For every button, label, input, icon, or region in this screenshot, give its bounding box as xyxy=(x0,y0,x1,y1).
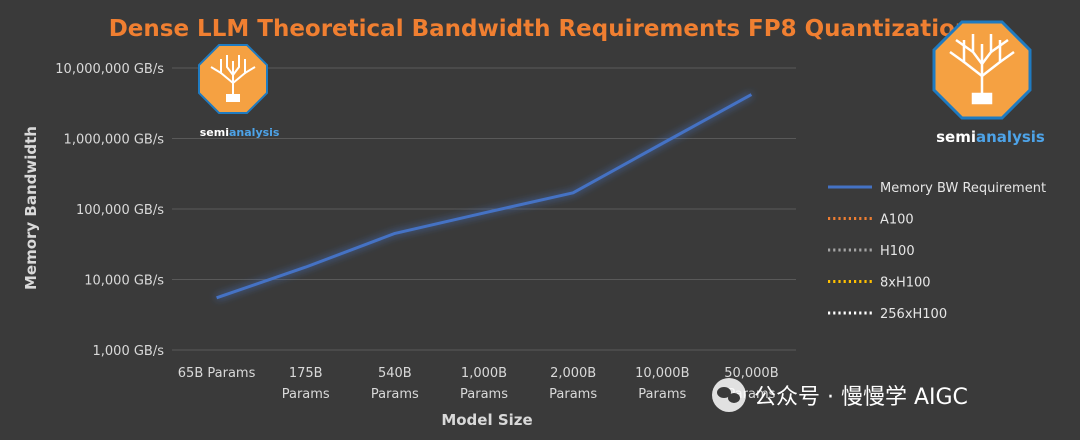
x-axis-title: Model Size xyxy=(441,411,532,429)
logo-large-text-b: analysis xyxy=(976,128,1045,146)
circuit-tree-icon xyxy=(210,55,256,102)
x-tick-label: 65B Params xyxy=(178,366,256,381)
series-line-memory-bw-requirement xyxy=(216,93,753,300)
x-tick-label: 2,000B Params xyxy=(549,366,597,402)
legend-label: Memory BW Requirement xyxy=(880,181,1046,196)
y-axis-ticks: 1,000 GB/s 10,000 GB/s 100,000 GB/s 1,000,0… xyxy=(55,62,164,359)
legend: Memory BW Requirement A100 H100 8xH100 256xH… xyxy=(828,181,1046,322)
legend-label: A100 xyxy=(880,213,914,228)
circuit-tree-icon-large xyxy=(949,34,1015,105)
watermark-text: 公众号 · 慢慢学 AIGC xyxy=(754,385,968,410)
logo-small-text-b: analysis xyxy=(229,126,280,139)
y-tick-label: 10,000 GB/s xyxy=(84,274,164,289)
series-group xyxy=(216,93,753,331)
x-tick-label: 175B Params xyxy=(282,366,330,402)
semianalysis-logo-small: semi analysis xyxy=(198,44,280,139)
y-tick-label: 1,000 GB/s xyxy=(93,344,165,359)
x-axis-ticks: 65B Params 175B Params 540B Params 1,000B Para… xyxy=(178,366,779,402)
logo-small-text-a: semi xyxy=(200,126,229,139)
chart-title: Dense LLM Theoretical Bandwidth Requirem… xyxy=(109,16,972,42)
watermark: 公众号 · 慢慢学 AIGC xyxy=(712,378,968,412)
y-axis-title: Memory Bandwidth xyxy=(22,126,40,290)
y-tick-label: 10,000,000 GB/s xyxy=(55,62,164,77)
legend-label: H100 xyxy=(880,244,915,259)
legend-label: 8xH100 xyxy=(880,276,931,291)
x-tick-label: 1,000B Params xyxy=(460,366,508,402)
y-tick-label: 1,000,000 GB/s xyxy=(64,133,165,148)
grid-lines xyxy=(172,67,796,351)
legend-label: 256xH100 xyxy=(880,307,947,322)
semianalysis-logo-large: semi analysis xyxy=(932,20,1045,146)
logo-large-text-a: semi xyxy=(936,128,976,146)
wechat-icon xyxy=(712,378,746,412)
x-tick-label: 10,000B Params xyxy=(635,366,689,402)
y-tick-label: 100,000 GB/s xyxy=(76,203,164,218)
x-tick-label: 540B Params xyxy=(371,366,419,402)
